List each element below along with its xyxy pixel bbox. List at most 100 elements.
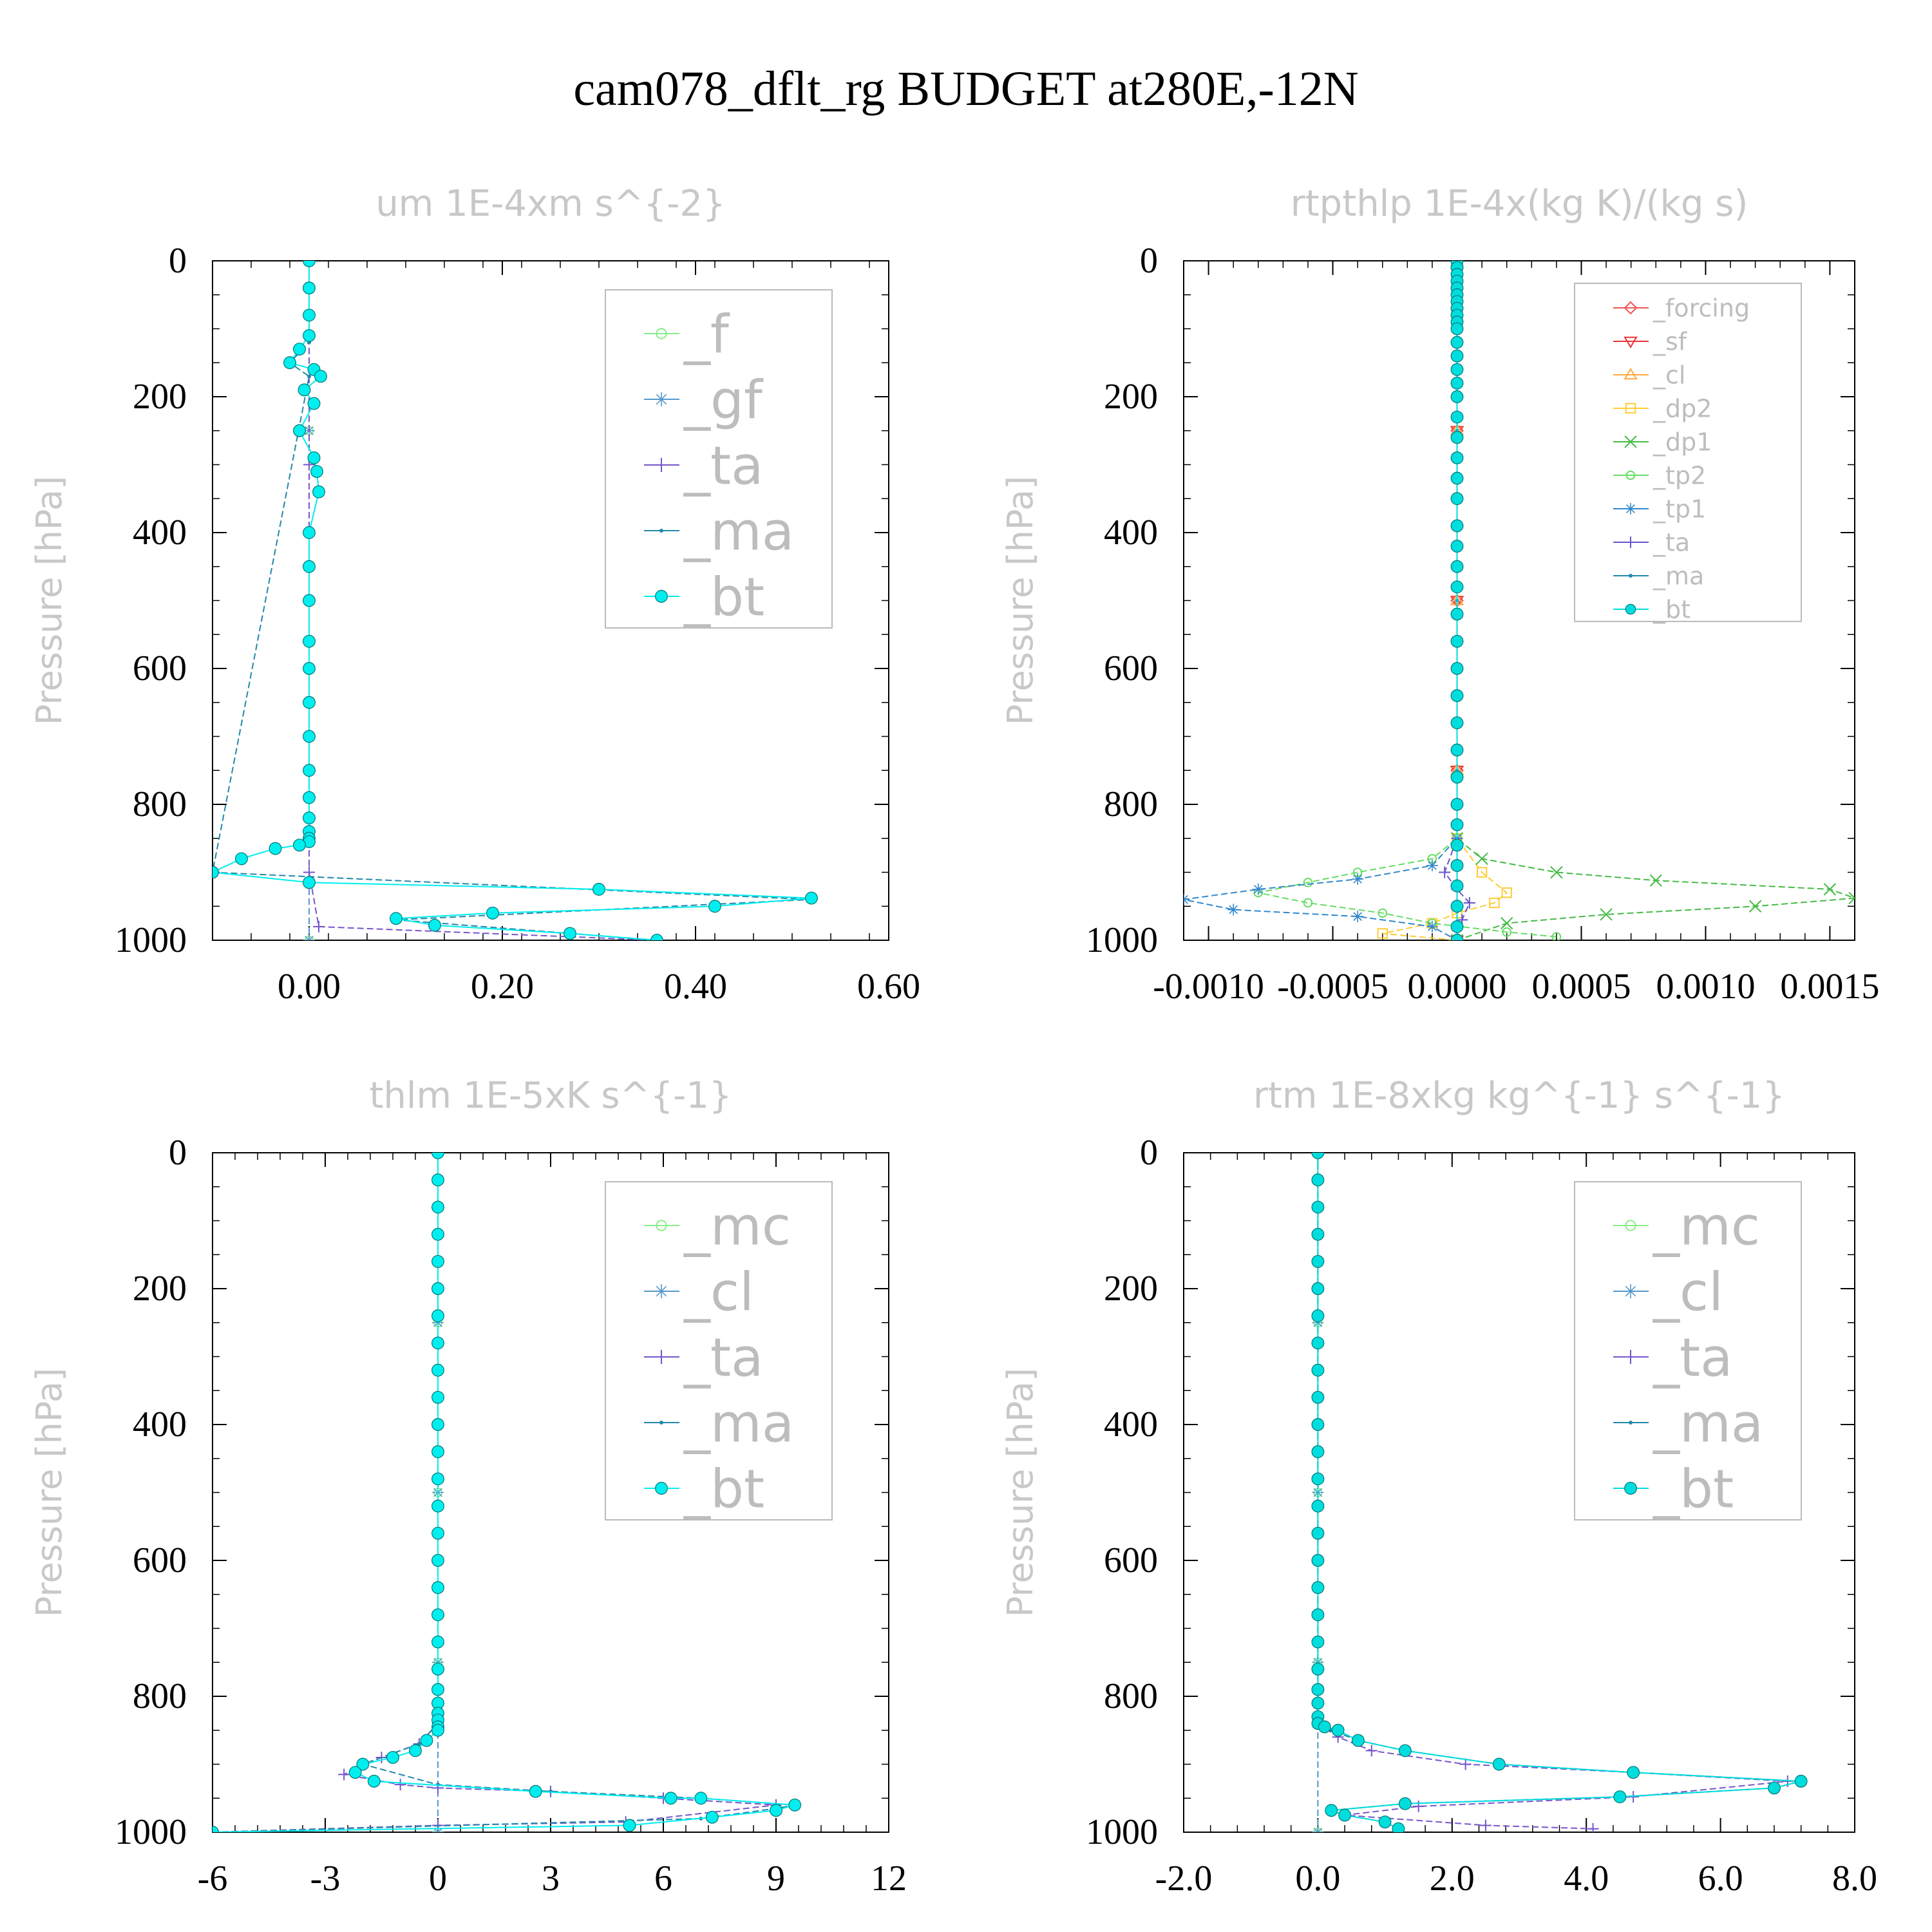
- legend-item: _f: [644, 305, 730, 366]
- legend-item: _ta: [1613, 1328, 1732, 1389]
- legend-label: _bt: [683, 1459, 764, 1520]
- legend: _f_gf_ta_ma_bt: [605, 289, 833, 629]
- legend-item: _dp1: [1613, 428, 1712, 457]
- plot-area: [213, 261, 818, 940]
- data-point: [1794, 1774, 1808, 1788]
- legend-label: _dp2: [1653, 395, 1712, 423]
- data-point: [307, 374, 311, 379]
- series-line: [213, 1153, 795, 1832]
- data-point: [1311, 1635, 1325, 1649]
- chart-panel-3: thlm 1E-5xK s^{-1} Pressure [hPa] 0 200 400 6…: [29, 1075, 907, 1899]
- legend-label: _cl: [1653, 361, 1685, 390]
- legend-label: _bt: [1653, 596, 1690, 624]
- x-tick-label: -0.0005: [1277, 967, 1388, 1007]
- y-tick-label: 0: [1140, 1133, 1158, 1173]
- data-point: [431, 1153, 444, 1159]
- data-point: [1311, 1282, 1325, 1295]
- data-point: [293, 343, 306, 356]
- legend-label: _ta: [683, 1328, 763, 1389]
- series-line: [1184, 261, 1458, 940]
- data-point: [431, 1554, 444, 1567]
- y-tick-label: 1000: [115, 1812, 187, 1852]
- x-tick-label: 9: [767, 1859, 785, 1899]
- data-point: [1450, 716, 1464, 730]
- data-point: [1823, 883, 1837, 896]
- data-point: [1311, 1608, 1325, 1622]
- legend-marker: [1624, 1284, 1638, 1298]
- data-point: [1450, 689, 1464, 703]
- data-point: [213, 1826, 219, 1832]
- data-point: [431, 1723, 444, 1737]
- y-tick-label: 0: [169, 241, 187, 281]
- data-point: [409, 1744, 422, 1757]
- figure-title: cam078_dflt_rg BUDGET at280E,-12N: [573, 62, 1359, 116]
- data-point: [1311, 1153, 1325, 1159]
- data-point: [1227, 904, 1240, 916]
- data-point: [283, 356, 296, 370]
- data-point: [1450, 519, 1464, 533]
- data-point: [1311, 1662, 1325, 1676]
- data-point: [431, 1309, 444, 1323]
- data-point: [303, 876, 316, 889]
- data-point: [1768, 1781, 1781, 1795]
- data-point: [1377, 928, 1388, 939]
- legend-marker: [654, 1350, 668, 1364]
- series-line: [1258, 261, 1557, 938]
- legend-marker: [1624, 368, 1638, 380]
- data-point: [1184, 893, 1189, 905]
- x-tick-label: 0.40: [664, 967, 727, 1007]
- legend-marker: [659, 1421, 663, 1425]
- y-tick-label: 0: [1140, 241, 1158, 281]
- legend-label: _tp2: [1653, 462, 1706, 490]
- x-tick-label: -0.0010: [1153, 967, 1264, 1007]
- data-point: [1311, 1227, 1325, 1241]
- legend-label: _sf: [1653, 328, 1688, 356]
- data-point: [1450, 431, 1464, 444]
- legend-marker: [654, 1284, 668, 1298]
- legend-item: _ta: [1613, 529, 1690, 557]
- y-axis-label: Pressure [hPa]: [1000, 1368, 1041, 1617]
- data-point: [1378, 1815, 1392, 1829]
- chart-panel-1: um 1E-4xm s^{-2} Pressure [hPa] 0 200 400 600…: [29, 183, 920, 1007]
- series-bt: [1311, 1153, 1808, 1832]
- chart-panel-4: rtm 1E-8xkg kg^{-1} s^{-1} Pressure [hPa]…: [1000, 1075, 1877, 1899]
- data-point: [1479, 1819, 1492, 1832]
- data-point: [338, 1768, 350, 1781]
- data-point: [1450, 376, 1464, 390]
- x-tick-label: 0.20: [471, 967, 534, 1007]
- y-tick-label: 600: [133, 649, 187, 688]
- data-point: [1450, 451, 1464, 464]
- data-point: [1311, 1472, 1325, 1486]
- y-tick-label: 0: [169, 1133, 187, 1173]
- y-tick-label: 200: [133, 1269, 187, 1309]
- legend-marker: [1624, 435, 1637, 448]
- y-tick-label: 200: [1104, 377, 1158, 417]
- data-point: [1426, 920, 1438, 933]
- x-tick-label: 0.0000: [1408, 967, 1507, 1007]
- data-point: [1748, 900, 1762, 913]
- data-point: [1311, 1363, 1325, 1377]
- data-point: [1311, 1445, 1325, 1459]
- data-point: [235, 852, 248, 866]
- y-axis-label: Pressure [hPa]: [1000, 476, 1041, 725]
- series-line: [1382, 261, 1508, 940]
- data-point: [1318, 1720, 1331, 1734]
- data-point: [431, 1255, 444, 1268]
- legend-label: _mc: [1653, 1197, 1760, 1258]
- data-point: [1450, 607, 1464, 621]
- chart-panel-2: rtpthlp 1E-4x(kg K)/(kg s) Pressure [hPa]…: [1000, 183, 1879, 1007]
- legend-label: _cl: [683, 1262, 754, 1323]
- legend-marker: [656, 1220, 667, 1231]
- data-point: [431, 1662, 444, 1676]
- data-point: [431, 1390, 444, 1404]
- x-tick-label: 4.0: [1564, 1859, 1609, 1899]
- x-tick-label: 0.00: [278, 967, 341, 1007]
- legend-label: _bt: [683, 567, 764, 629]
- legend: _mc_cl_ta_ma_bt: [1574, 1181, 1802, 1520]
- data-point: [313, 920, 325, 933]
- legend-marker: [1625, 402, 1636, 414]
- series-bt: [1450, 261, 1464, 940]
- legend-label: _forcing: [1653, 294, 1750, 323]
- x-tick-label: 0.0015: [1780, 967, 1879, 1007]
- legend-marker: [654, 392, 668, 406]
